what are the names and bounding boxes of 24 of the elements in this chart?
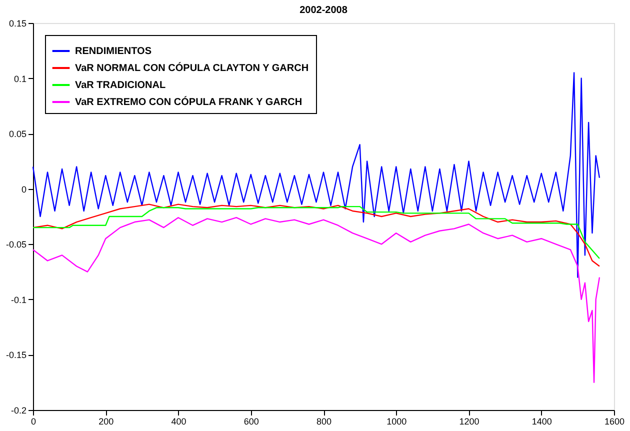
x-tick-label: 800 bbox=[316, 416, 332, 426]
y-tick-label: 0.1 bbox=[14, 74, 26, 84]
x-tick-label: 1200 bbox=[459, 416, 480, 426]
x-tick-label: 1400 bbox=[532, 416, 552, 426]
line-series bbox=[32, 217, 600, 383]
line-series bbox=[32, 72, 600, 278]
x-tick-label: 1600 bbox=[604, 416, 625, 426]
x-tick-label: 1000 bbox=[386, 416, 407, 426]
y-tick-label: -0.15 bbox=[6, 350, 26, 360]
y-tick-label: -0.05 bbox=[6, 240, 26, 250]
y-tick-label: 0.05 bbox=[8, 129, 26, 140]
legend-label: VaR EXTREMO CON CÓPULA FRANK Y GARCH bbox=[75, 96, 302, 108]
x-tick-label: 600 bbox=[244, 416, 259, 426]
y-tick-label: -0.2 bbox=[10, 406, 26, 416]
legend-label: VaR TRADICIONAL bbox=[75, 80, 166, 91]
x-tick-label: 0 bbox=[30, 416, 36, 426]
legend-label: RENDIMIENTOS bbox=[75, 46, 152, 57]
y-tick-label: 0 bbox=[21, 184, 26, 194]
x-tick-label: 400 bbox=[171, 416, 186, 426]
chart-title: 2002-2008 bbox=[300, 5, 348, 16]
x-tick-label: 200 bbox=[98, 416, 114, 426]
y-tick-label: 0.15 bbox=[8, 18, 26, 28]
legend-label: VaR NORMAL CON CÓPULA CLAYTON Y GARCH bbox=[75, 62, 309, 74]
y-tick-label: -0.1 bbox=[10, 294, 26, 305]
